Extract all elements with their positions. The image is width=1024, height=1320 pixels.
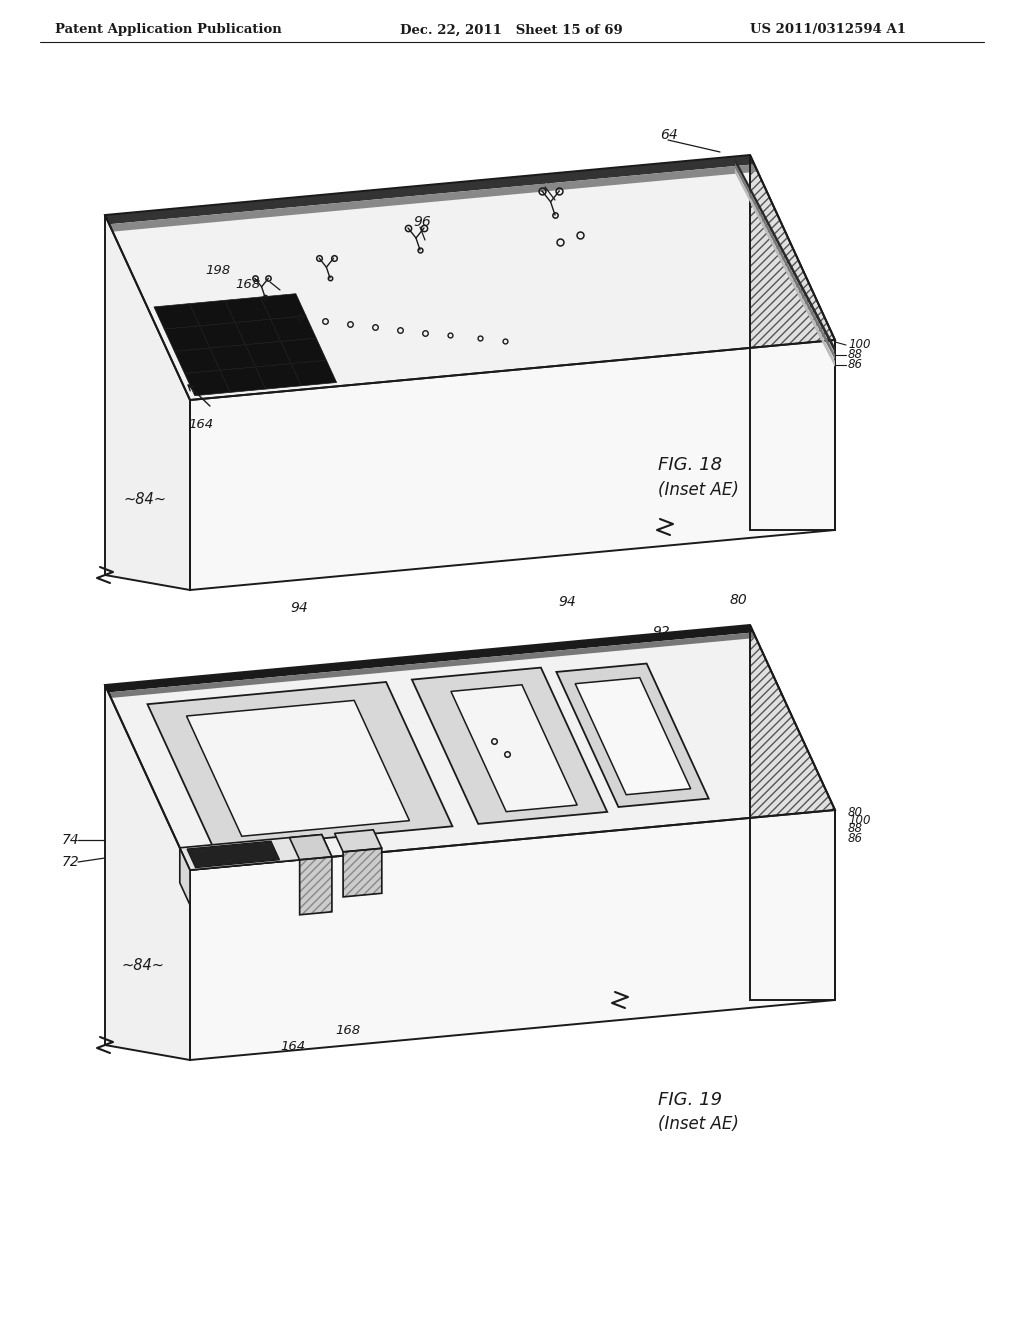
- Polygon shape: [105, 154, 755, 224]
- Polygon shape: [256, 363, 301, 389]
- Text: 74: 74: [62, 833, 80, 847]
- Polygon shape: [187, 841, 280, 867]
- Text: 92: 92: [652, 624, 670, 639]
- Text: US 2011/0312594 A1: US 2011/0312594 A1: [750, 24, 906, 37]
- Text: 94: 94: [558, 595, 575, 609]
- Text: 96: 96: [492, 738, 510, 752]
- Text: 168: 168: [335, 1023, 360, 1036]
- Polygon shape: [220, 367, 265, 392]
- Polygon shape: [105, 215, 190, 590]
- Polygon shape: [335, 830, 382, 851]
- Text: 100: 100: [848, 813, 870, 826]
- Text: 168: 168: [234, 279, 260, 292]
- Text: 86: 86: [848, 359, 863, 371]
- Polygon shape: [270, 315, 316, 342]
- Text: 64: 64: [660, 128, 678, 143]
- Polygon shape: [164, 326, 210, 351]
- Text: Patent Application Publication: Patent Application Publication: [55, 24, 282, 37]
- Polygon shape: [451, 685, 578, 812]
- Polygon shape: [343, 849, 382, 896]
- Polygon shape: [281, 338, 327, 363]
- Text: ~84~: ~84~: [122, 957, 165, 973]
- Polygon shape: [109, 632, 756, 698]
- Polygon shape: [190, 810, 835, 1060]
- Text: 88: 88: [848, 822, 863, 836]
- Polygon shape: [750, 624, 835, 1001]
- Text: FIG. 19: FIG. 19: [658, 1092, 722, 1109]
- Polygon shape: [189, 300, 236, 326]
- Polygon shape: [735, 168, 835, 367]
- Polygon shape: [735, 158, 835, 352]
- Polygon shape: [236, 319, 281, 345]
- Text: 96: 96: [413, 215, 431, 228]
- Polygon shape: [186, 701, 410, 837]
- Polygon shape: [180, 834, 332, 870]
- Polygon shape: [750, 154, 835, 531]
- Polygon shape: [110, 164, 758, 231]
- Polygon shape: [210, 345, 256, 370]
- Text: 164: 164: [280, 1040, 305, 1053]
- Text: Dec. 22, 2011   Sheet 15 of 69: Dec. 22, 2011 Sheet 15 of 69: [400, 24, 623, 37]
- Polygon shape: [290, 834, 332, 859]
- Text: 80: 80: [730, 593, 748, 607]
- Polygon shape: [246, 342, 291, 367]
- Text: 94: 94: [290, 601, 308, 615]
- Text: 80: 80: [848, 805, 863, 818]
- Polygon shape: [200, 322, 246, 348]
- Text: ~84~: ~84~: [124, 492, 167, 507]
- Text: 100: 100: [848, 338, 870, 351]
- Polygon shape: [575, 677, 691, 795]
- Text: (Inset AE): (Inset AE): [658, 1115, 739, 1133]
- Polygon shape: [105, 685, 190, 1060]
- Polygon shape: [154, 304, 200, 329]
- Polygon shape: [300, 857, 332, 915]
- Polygon shape: [291, 360, 337, 385]
- Polygon shape: [190, 341, 835, 590]
- Text: 86: 86: [848, 832, 863, 845]
- Text: FIG. 18: FIG. 18: [658, 455, 722, 474]
- Text: (Inset AE): (Inset AE): [658, 480, 739, 499]
- Polygon shape: [735, 162, 835, 360]
- Text: 92: 92: [537, 176, 555, 189]
- Polygon shape: [147, 682, 453, 849]
- Text: 88: 88: [848, 348, 863, 362]
- Polygon shape: [184, 370, 230, 396]
- Polygon shape: [260, 294, 306, 319]
- Polygon shape: [105, 624, 754, 693]
- Polygon shape: [174, 348, 220, 374]
- Polygon shape: [105, 154, 835, 400]
- Polygon shape: [225, 297, 270, 322]
- Text: 72: 72: [62, 855, 80, 869]
- Polygon shape: [556, 664, 709, 807]
- Text: 164: 164: [188, 418, 213, 432]
- Polygon shape: [412, 668, 607, 824]
- Polygon shape: [105, 624, 835, 870]
- Polygon shape: [180, 847, 190, 906]
- Text: 198: 198: [205, 264, 230, 276]
